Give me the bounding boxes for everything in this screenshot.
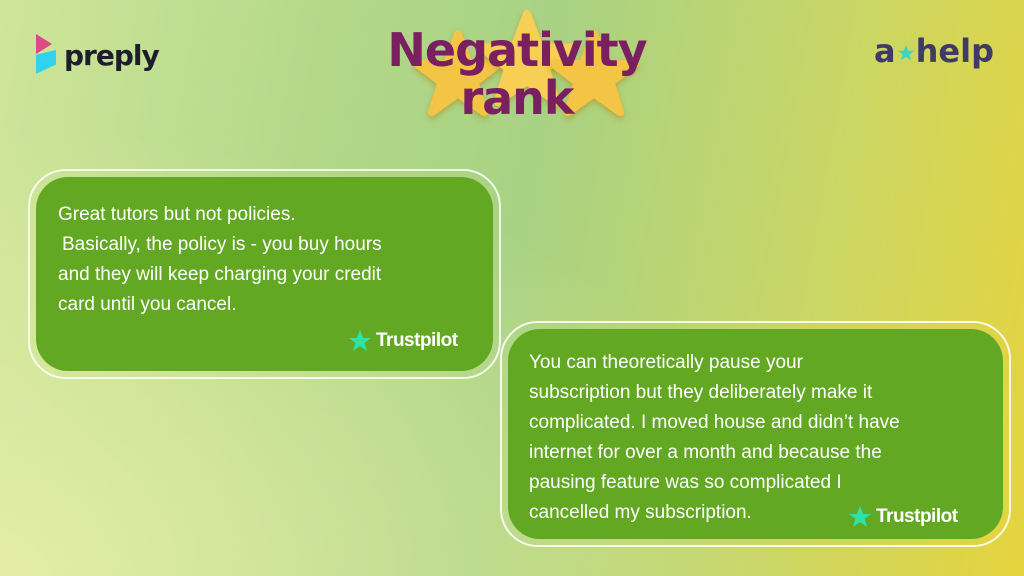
review-line: cancelled my subscription.	[529, 502, 752, 523]
star-icon	[413, 30, 503, 117]
review-text: Great tutors but not policies. Basically…	[58, 200, 382, 320]
ahelp-a: a	[874, 32, 896, 70]
review-line: complicated. I moved house and didn’t ha…	[529, 412, 900, 433]
trustpilot-label: Trustpilot	[376, 330, 458, 351]
review-line: Great tutors but not policies.	[58, 204, 296, 225]
title-line-2: rank	[460, 71, 574, 125]
review-text: You can theoretically pause your subscri…	[529, 348, 900, 528]
stars-illustration	[405, 8, 645, 128]
ahelp-help: help	[915, 32, 994, 70]
review-line: card until you cancel.	[58, 294, 237, 315]
review-line: pausing feature was so complicated I	[529, 472, 842, 493]
trustpilot-badge: Trustpilot	[848, 505, 958, 529]
review-line: You can theoretically pause your	[529, 352, 803, 373]
trustpilot-star-icon	[349, 330, 371, 351]
preply-wordmark: preply	[64, 38, 160, 72]
ahelp-logo: a help	[874, 32, 994, 70]
trustpilot-label: Trustpilot	[876, 506, 958, 527]
title-line-1: Negativity	[387, 23, 647, 77]
review-card-border	[28, 169, 501, 379]
preply-logo: preply	[36, 34, 160, 76]
review-line: subscription but they deliberately make …	[529, 382, 873, 403]
preply-mark-icon	[36, 34, 58, 76]
star-icon	[477, 10, 577, 106]
review-card: You can theoretically pause your subscri…	[508, 329, 1003, 539]
review-line: internet for over a month and because th…	[529, 442, 882, 463]
trustpilot-star-icon	[849, 506, 871, 527]
review-line: and they will keep charging your credit	[58, 264, 382, 285]
trustpilot-badge: Trustpilot	[348, 329, 458, 353]
review-card: Great tutors but not policies. Basically…	[36, 177, 493, 371]
star-icon	[897, 44, 914, 61]
page-title: Negativity rank	[300, 26, 734, 122]
review-card-border	[500, 321, 1011, 547]
review-line: Basically, the policy is - you buy hours	[62, 234, 382, 255]
star-icon	[549, 30, 639, 117]
